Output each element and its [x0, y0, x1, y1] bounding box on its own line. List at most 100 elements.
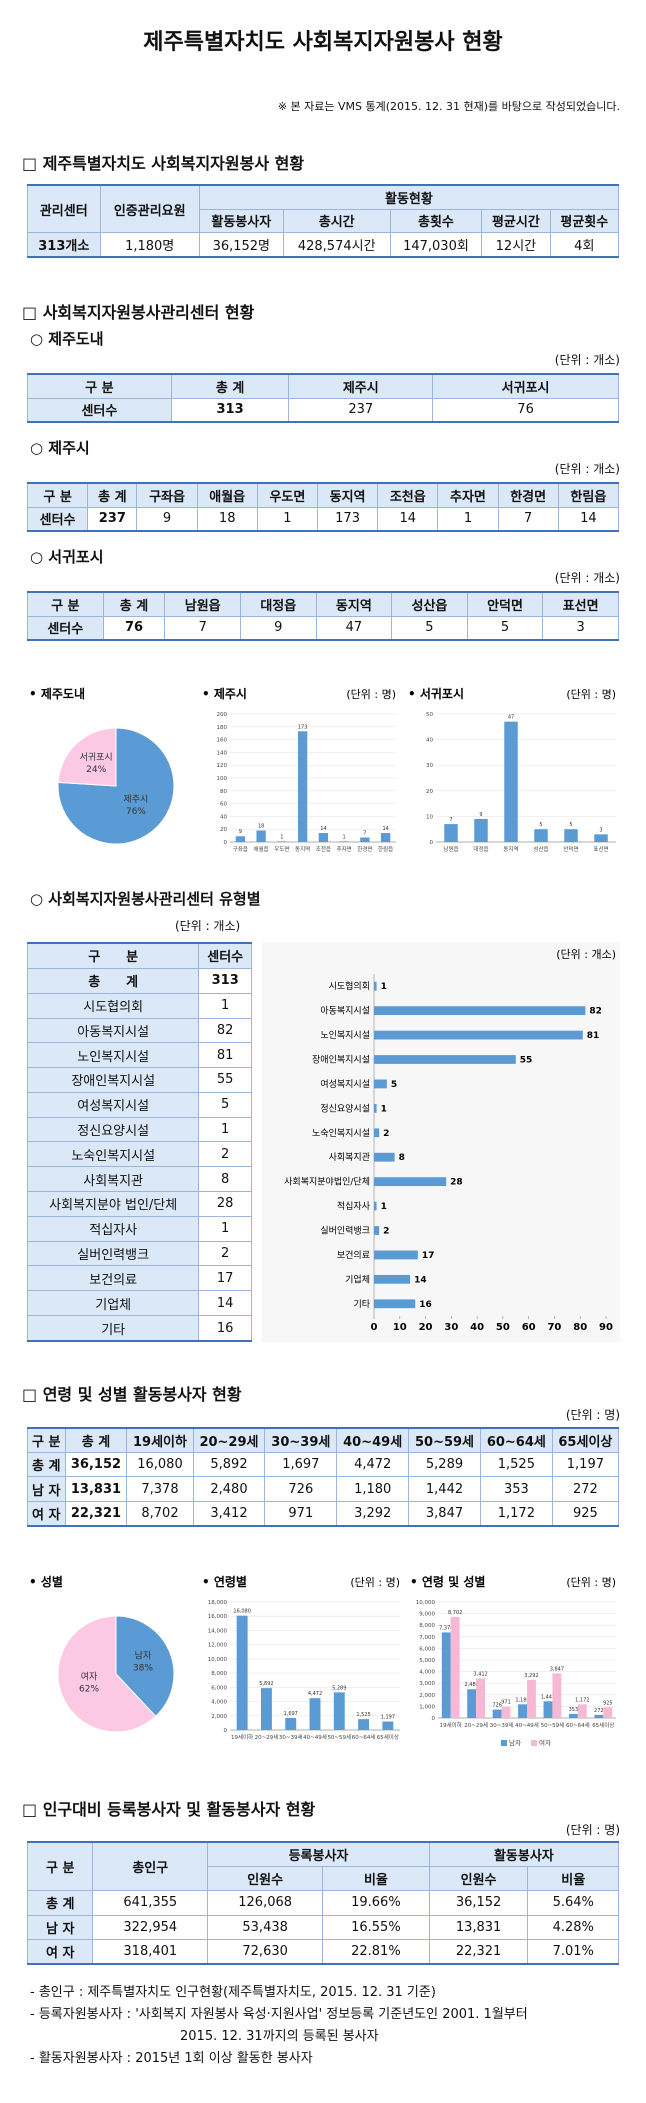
slice-label: 서귀포시	[80, 752, 113, 763]
header-cell: 동지역	[316, 482, 379, 508]
header-cell: 구 분	[27, 373, 172, 399]
cell: 82	[198, 1017, 252, 1044]
cell: 보건의료	[26, 1265, 200, 1292]
y-tick-label: 4,000	[419, 1670, 435, 1676]
chart: • 서귀포시 (단위 : 명) 0 10 20 30 40 50 남원읍 7 대정읍 9 동지역 47 성산…	[406, 684, 620, 864]
cell: 노인복지시설	[26, 1042, 200, 1069]
cell: 총 계	[27, 1452, 66, 1478]
section-heading: □ 인구대비 등록봉사자 및 활동봉사자 현황	[22, 1800, 316, 1819]
x-tick-label: 애월읍	[254, 845, 269, 853]
row: 남 자 322,954 53,438 16.55% 13,831 4.28%	[26, 1914, 619, 1940]
header-cell: 서귀포시	[432, 373, 619, 399]
value-label: 7	[449, 817, 452, 823]
value-label: 1	[381, 982, 387, 992]
pie-slice	[115, 1615, 175, 1717]
cell: 4회	[549, 232, 620, 258]
x-tick-label: 50~59세	[541, 1721, 565, 1729]
bar	[467, 1689, 477, 1718]
header-cell: 총시간	[282, 208, 391, 234]
chart: • 제주도내 제주시 76% 서귀포시 24%	[27, 684, 197, 864]
cell: 1,180명	[99, 232, 200, 258]
bar	[374, 1226, 380, 1235]
note-line: 2015. 12. 31까지의 등록된 봉사자	[180, 2029, 379, 2044]
header-cell: 인증관리요원	[99, 184, 200, 234]
y-tick-label: 4,000	[211, 1700, 227, 1706]
row: 센터수 76 7 9 47 5 5 3	[27, 615, 619, 641]
source-note: ※ 본 자료는 VMS 통계(2015. 12. 31 현재)를 바탕으로 작성…	[277, 100, 620, 113]
legend-swatch	[531, 1740, 537, 1746]
y-tick-label: 8,000	[211, 1671, 227, 1677]
y-tick-label: 6,000	[211, 1685, 227, 1691]
value-label: 81	[587, 1031, 600, 1041]
y-tick-label: 아동복지시설	[320, 1006, 370, 1017]
x-tick-label: 30	[444, 1322, 458, 1333]
row: 기타 16	[26, 1315, 252, 1342]
value-label: 971	[501, 1700, 511, 1706]
cell: 9	[136, 506, 198, 532]
y-tick-label: 140	[217, 750, 228, 756]
bar	[277, 841, 287, 842]
cell: 12시간	[481, 232, 551, 258]
bar	[564, 829, 578, 842]
header-cell: 등록봉사자	[207, 1841, 430, 1868]
bar	[374, 1177, 447, 1187]
header-cell: 65세이상	[551, 1427, 620, 1454]
bar	[501, 1706, 511, 1718]
bar	[594, 834, 608, 842]
header-cell: 60~64세	[479, 1427, 553, 1454]
chart-unit: (단위 : 명)	[566, 688, 616, 701]
row: 사회복지분야 법인/단체 28	[26, 1191, 252, 1217]
y-tick-label: 장애인복지시설	[312, 1055, 370, 1066]
y-tick-label: 여성복지시설	[320, 1078, 370, 1090]
x-tick-label: 한경면	[357, 845, 372, 853]
row: 여 자 22,321 8,702 3,412 971 3,292 3,847 1,172 925	[27, 1500, 620, 1527]
chart-title: • 연령 및 성별	[410, 1574, 485, 1589]
cell: 16	[198, 1315, 252, 1342]
bar	[568, 1713, 578, 1718]
cell: 13,831	[428, 1914, 529, 1940]
header-cell: 안덕면	[466, 591, 544, 617]
y-tick-label: 16,000	[208, 1614, 228, 1620]
value-label: 3,292	[524, 1673, 538, 1679]
header-cell: 활동현황	[198, 184, 620, 210]
cell: 16,080	[126, 1452, 194, 1478]
header-cell: 총 계	[64, 1427, 128, 1454]
value-label: 55	[520, 1056, 533, 1066]
value-label: 3,412	[473, 1671, 487, 1677]
header-cell: 50~59세	[408, 1427, 481, 1454]
bar	[374, 1128, 380, 1138]
note-line: - 등록자원봉사자 : '사회복지 자원봉사 육성·지원사업' 정보등록 기준년…	[30, 2007, 528, 2022]
header-cell: 총인구	[92, 1841, 209, 1892]
y-tick-label: 사회복지분야법인/단체	[284, 1177, 370, 1188]
x-tick-label: 60	[522, 1322, 536, 1333]
value-label: 7	[363, 831, 366, 837]
value-label: 4,472	[308, 1691, 322, 1697]
cell: 노숙인복지시설	[26, 1141, 200, 1168]
header-cell: 구 분	[26, 942, 200, 969]
chart: (단위 : 개소) 0 10 20 30 40 50 60 70 80 90 시도협의회 1 아동복지시설…	[262, 942, 620, 1342]
value-label: 1	[280, 834, 283, 840]
value-label: 2,480	[465, 1682, 479, 1688]
slice-value: 24%	[86, 765, 106, 775]
y-tick-label: 사회복지관	[329, 1152, 370, 1163]
cell: 7,378	[126, 1476, 194, 1502]
cell: 1	[198, 992, 252, 1019]
cell: 5	[198, 1091, 252, 1118]
bar	[285, 1717, 297, 1730]
x-tick-label: 40	[470, 1322, 484, 1333]
bar	[339, 841, 349, 842]
value-label: 3,847	[550, 1666, 564, 1672]
cell: 353	[479, 1476, 553, 1502]
header-cell: 활동봉사자	[198, 208, 284, 234]
x-tick-label: 40~49세	[303, 1733, 327, 1741]
chart-svg: • 연령 및 성별 (단위 : 명) 0 1,000 2,000 3,000 4,000 5,…	[410, 1574, 616, 1747]
value-label: 8	[399, 1153, 405, 1163]
x-tick-label: 10	[393, 1322, 407, 1333]
slice-label: 남자	[135, 1650, 152, 1661]
bar	[374, 1274, 411, 1284]
x-tick-label: 19세이하	[440, 1721, 462, 1729]
row: 보건의료 17	[26, 1265, 252, 1292]
bar	[444, 824, 458, 842]
